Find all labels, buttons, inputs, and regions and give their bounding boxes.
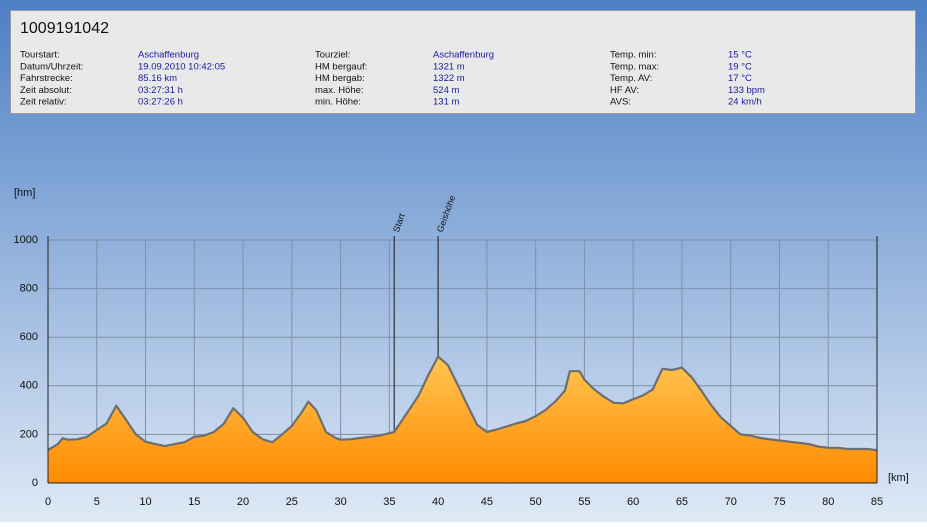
y-axis-label: [hm] <box>14 187 35 199</box>
field-value: 19.09.2010 10:42:05 <box>138 61 225 72</box>
field-label: AVS: <box>610 97 631 108</box>
x-tick-label: 80 <box>822 496 834 508</box>
field-label: min. Höhe: <box>315 97 361 108</box>
field-label: Temp. max: <box>610 61 659 72</box>
field-value: 03:27:26 h <box>138 97 183 108</box>
x-tick-label: 45 <box>481 496 493 508</box>
x-tick-label: 35 <box>383 496 395 508</box>
y-tick-label: 600 <box>20 331 38 343</box>
field-label: Fahrstrecke: <box>20 73 73 84</box>
line <box>47 355 878 452</box>
x-tick-label: 0 <box>45 496 51 508</box>
field-value: 131 m <box>433 97 459 108</box>
field-value: 24 km/h <box>728 97 762 108</box>
field-value: 03:27:31 h <box>138 85 183 96</box>
x-tick-label: 75 <box>773 496 785 508</box>
field-label: Zeit absolut: <box>20 85 72 96</box>
field-label: HM bergauf: <box>315 61 367 72</box>
field-label: Zeit relativ: <box>20 97 66 108</box>
x-tick-label: 50 <box>530 496 542 508</box>
x-tick-label: 5 <box>94 496 100 508</box>
field-value: 17 °C <box>728 73 752 84</box>
x-tick-label: 85 <box>871 496 883 508</box>
field-value: 133 bpm <box>728 85 765 96</box>
field-label: Temp. AV: <box>610 73 652 84</box>
field-value: Aschaffenburg <box>433 50 494 61</box>
field-label: Tourziel: <box>315 50 350 61</box>
field-label: Temp. min: <box>610 50 656 61</box>
y-tick-label: 200 <box>20 428 38 440</box>
panel-title: 1009191042 <box>20 20 109 37</box>
x-tick-label: 60 <box>627 496 639 508</box>
x-tick-label: 10 <box>139 496 151 508</box>
y-tick-label: 400 <box>20 380 38 392</box>
y-tick-label: 0 <box>32 477 38 489</box>
field-label: HM bergab: <box>315 73 365 84</box>
field-value: 1322 m <box>433 73 465 84</box>
x-tick-label: 15 <box>188 496 200 508</box>
field-value: 19 °C <box>728 61 752 72</box>
x-tick-label: 55 <box>578 496 590 508</box>
field-label: HF AV: <box>610 85 639 96</box>
x-axis-label: [km] <box>888 472 909 484</box>
x-tick-label: 40 <box>432 496 444 508</box>
field-label: Datum/Uhrzeit: <box>20 61 83 72</box>
field-value: 1321 m <box>433 61 465 72</box>
x-tick-label: 30 <box>334 496 346 508</box>
x-tick-label: 65 <box>676 496 688 508</box>
field-value: 524 m <box>433 85 459 96</box>
x-tick-label: 20 <box>237 496 249 508</box>
info-panel <box>10 10 916 114</box>
x-tick-label: 25 <box>286 496 298 508</box>
x-tick-label: 70 <box>725 496 737 508</box>
field-value: 85.16 km <box>138 73 177 84</box>
y-tick-label: 800 <box>20 283 38 295</box>
field-value: Aschaffenburg <box>138 50 199 61</box>
field-value: 15 °C <box>728 50 752 61</box>
field-label: Tourstart: <box>20 50 60 61</box>
area <box>48 356 877 483</box>
y-tick-label: 1000 <box>14 234 38 246</box>
field-label: max. Höhe: <box>315 85 364 96</box>
